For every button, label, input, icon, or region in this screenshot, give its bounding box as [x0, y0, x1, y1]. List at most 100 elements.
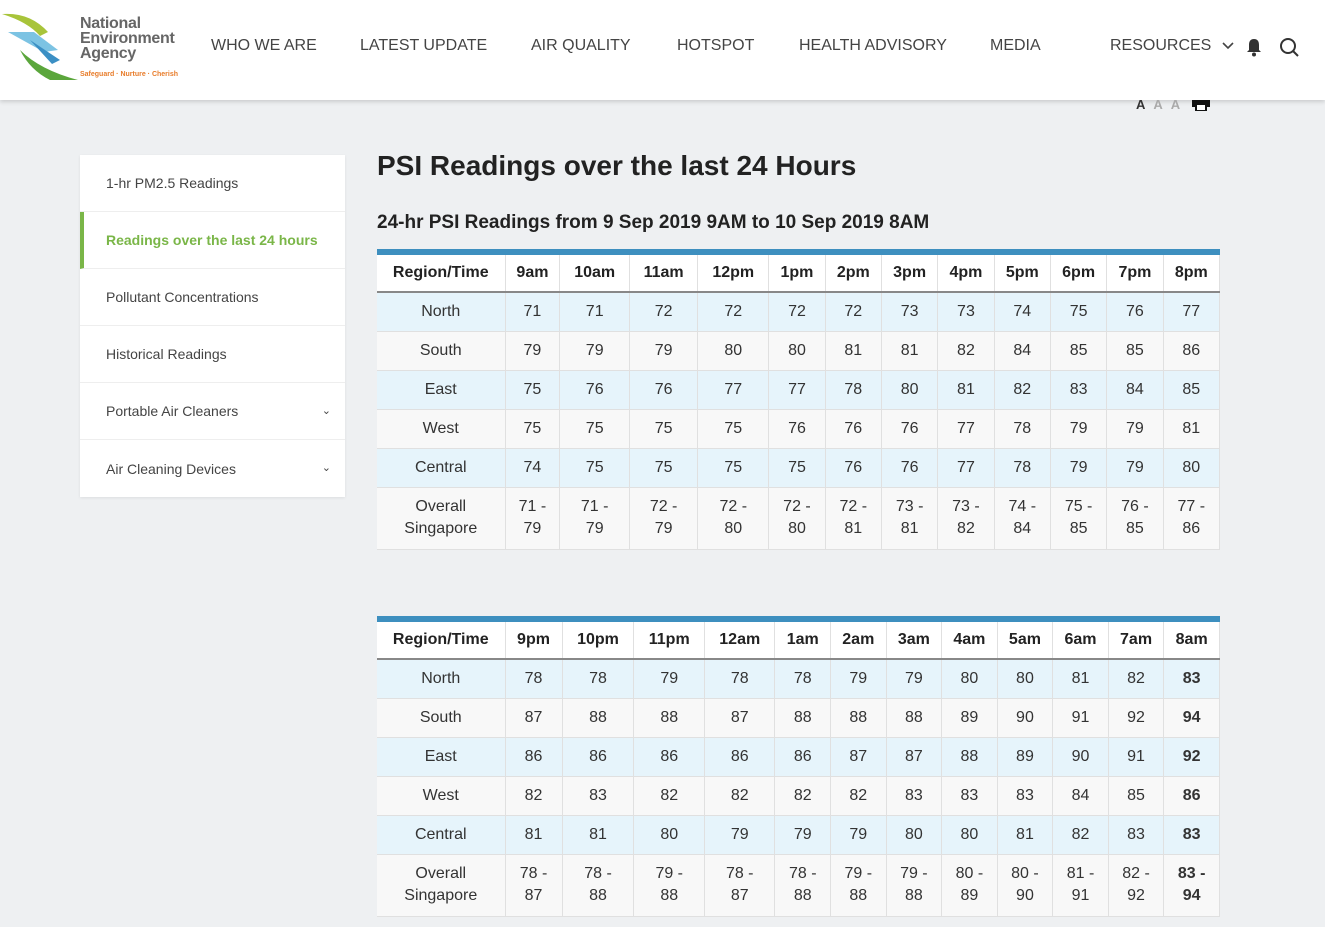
- table-row: West 75 75 75 75 76 76 76 77 78 79 79 81: [377, 409, 1221, 449]
- print-icon[interactable]: [1191, 97, 1210, 112]
- psi-value-cell: 81: [505, 815, 563, 855]
- nav-hotspot[interactable]: HOTSPOT: [677, 37, 755, 54]
- psi-value-cell: 81 -91: [1052, 854, 1109, 917]
- sidebar-item-pollutant-concentrations[interactable]: Pollutant Concentrations: [80, 269, 345, 326]
- psi-value-cell: 83: [941, 776, 998, 816]
- column-header-time: 4am: [941, 619, 998, 660]
- font-size-small[interactable]: A: [1136, 97, 1146, 112]
- psi-value-cell: 82: [994, 370, 1051, 410]
- sidebar-item-label: 1-hr PM2.5 Readings: [106, 175, 239, 191]
- psi-value-cell: 88: [830, 698, 887, 738]
- psi-value-cell: 75: [559, 409, 631, 449]
- nav-resources-label: RESOURCES: [1110, 37, 1212, 54]
- column-header-time: 10pm: [562, 619, 635, 660]
- region-cell: Overall Singapore: [377, 854, 506, 917]
- psi-value-cell: 76: [559, 370, 631, 410]
- psi-value-cell: 81: [825, 331, 882, 371]
- psi-value-cell: 88: [562, 698, 635, 738]
- psi-value-cell: 86: [774, 737, 832, 777]
- table-row: North 71 71 72 72 72 72 73 73 74 75 76 77: [377, 292, 1221, 332]
- psi-value-cell: 82: [774, 776, 832, 816]
- logo-line: Agency: [80, 45, 136, 62]
- psi-value-cell: 85: [1108, 776, 1165, 816]
- psi-value-cell: 90: [1052, 737, 1109, 777]
- sidebar-item-label: Readings over the last 24 hours: [106, 232, 318, 248]
- psi-value-cell: 79 -88: [633, 854, 705, 917]
- psi-value-cell: 88: [633, 698, 705, 738]
- psi-value-cell: 77: [937, 448, 995, 488]
- region-cell: East: [377, 370, 506, 410]
- search-icon[interactable]: [1278, 36, 1300, 58]
- region-cell: Overall Singapore: [377, 487, 506, 550]
- psi-value-cell: 89: [941, 698, 998, 738]
- psi-value-cell: 86: [1163, 331, 1221, 371]
- sidebar-item-historical-readings[interactable]: Historical Readings: [80, 326, 345, 383]
- psi-value-cell: 73: [937, 292, 995, 332]
- sidebar-item-24hr-readings[interactable]: Readings over the last 24 hours: [80, 212, 345, 269]
- table-row: South 79 79 79 80 80 81 81 82 84 85 85 86: [377, 331, 1221, 371]
- sidebar: 1-hr PM2.5 Readings Readings over the la…: [80, 155, 345, 497]
- logo-tagline: Safeguard · Nurture · Cherish: [80, 71, 179, 78]
- region-cell: West: [377, 409, 506, 449]
- psi-value-cell: 72 -80: [697, 487, 770, 550]
- psi-value-cell: 83: [997, 776, 1054, 816]
- psi-value-cell: 86: [704, 737, 776, 777]
- nea-logo[interactable]: National Environment Agency Safeguard · …: [0, 10, 185, 85]
- psi-value-cell: 80: [768, 331, 826, 371]
- table-row: Overall Singapore 71 -79 71 -79 72 -79 72 -80…: [377, 487, 1221, 550]
- psi-value-cell: 78: [562, 659, 635, 699]
- psi-value-cell: 80 -89: [941, 854, 998, 917]
- psi-value-cell: 94: [1163, 698, 1220, 738]
- sidebar-item-pm25[interactable]: 1-hr PM2.5 Readings: [80, 155, 345, 212]
- psi-value-cell: 80 -90: [997, 854, 1054, 917]
- nav-latest-update[interactable]: LATEST UPDATE: [360, 37, 488, 54]
- column-header-time: 4pm: [937, 252, 995, 293]
- nav-air-quality[interactable]: AIR QUALITY: [531, 37, 631, 54]
- chevron-down-icon[interactable]: ⌄: [321, 462, 331, 474]
- psi-value-cell: 81: [1163, 409, 1221, 449]
- column-header-time: 2pm: [825, 252, 882, 293]
- table-row: North 78 78 79 78 78 79 79 80 80 81 82 83: [377, 659, 1220, 699]
- psi-value-cell: 80: [633, 815, 705, 855]
- sidebar-item-air-cleaning-devices[interactable]: Air Cleaning Devices ⌄: [80, 440, 345, 497]
- psi-value-cell: 73: [881, 292, 939, 332]
- column-header-time: 9am: [505, 252, 561, 293]
- logo-text: National Environment Agency: [80, 16, 175, 62]
- psi-value-cell: 91: [1108, 737, 1165, 777]
- psi-value-cell: 79: [505, 331, 561, 371]
- psi-value-cell: 83: [1050, 370, 1108, 410]
- psi-value-cell: 92: [1163, 737, 1220, 777]
- column-header-region: Region/Time: [377, 619, 506, 660]
- psi-value-cell: 72: [697, 292, 770, 332]
- region-cell: North: [377, 292, 506, 332]
- psi-value-cell: 88: [886, 698, 943, 738]
- psi-table-day: Region/Time 9am 10am 11am 12pm 1pm 2pm 3pm 4pm 5p…: [377, 249, 1221, 550]
- nav-health-advisory[interactable]: HEALTH ADVISORY: [799, 37, 947, 54]
- region-cell: South: [377, 331, 506, 371]
- psi-value-cell: 78 -87: [505, 854, 563, 917]
- psi-value-cell: 72: [825, 292, 882, 332]
- column-header-time: 6am: [1052, 619, 1109, 660]
- nav-resources[interactable]: RESOURCES: [1110, 37, 1234, 55]
- font-size-large[interactable]: A: [1170, 97, 1181, 112]
- sidebar-item-portable-air-cleaners[interactable]: Portable Air Cleaners ⌄: [80, 383, 345, 440]
- chevron-down-icon[interactable]: ⌄: [321, 405, 331, 417]
- psi-value-cell: 82: [830, 776, 887, 816]
- psi-value-cell: 76: [1106, 292, 1164, 332]
- nav-who-we-are[interactable]: WHO WE ARE: [211, 37, 317, 54]
- psi-value-cell: 71 -79: [505, 487, 561, 550]
- psi-value-cell: 90: [997, 698, 1054, 738]
- psi-value-cell: 72 -81: [825, 487, 882, 550]
- psi-value-cell: 79: [1106, 409, 1164, 449]
- table-row: Central 74 75 75 75 75 76 76 77 78 79 79 80: [377, 448, 1221, 488]
- psi-value-cell: 82: [1108, 659, 1165, 699]
- bell-icon[interactable]: [1243, 36, 1265, 58]
- font-size-medium[interactable]: A: [1153, 97, 1163, 112]
- psi-value-cell: 84: [1052, 776, 1109, 816]
- site-header: National Environment Agency Safeguard · …: [0, 0, 1325, 100]
- column-header-time: 3am: [886, 619, 943, 660]
- table-row: West 82 83 82 82 82 82 83 83 83 84 85 86: [377, 776, 1220, 816]
- nav-media[interactable]: MEDIA: [990, 37, 1041, 54]
- psi-value-cell: 76: [825, 448, 882, 488]
- psi-value-cell: 72: [629, 292, 699, 332]
